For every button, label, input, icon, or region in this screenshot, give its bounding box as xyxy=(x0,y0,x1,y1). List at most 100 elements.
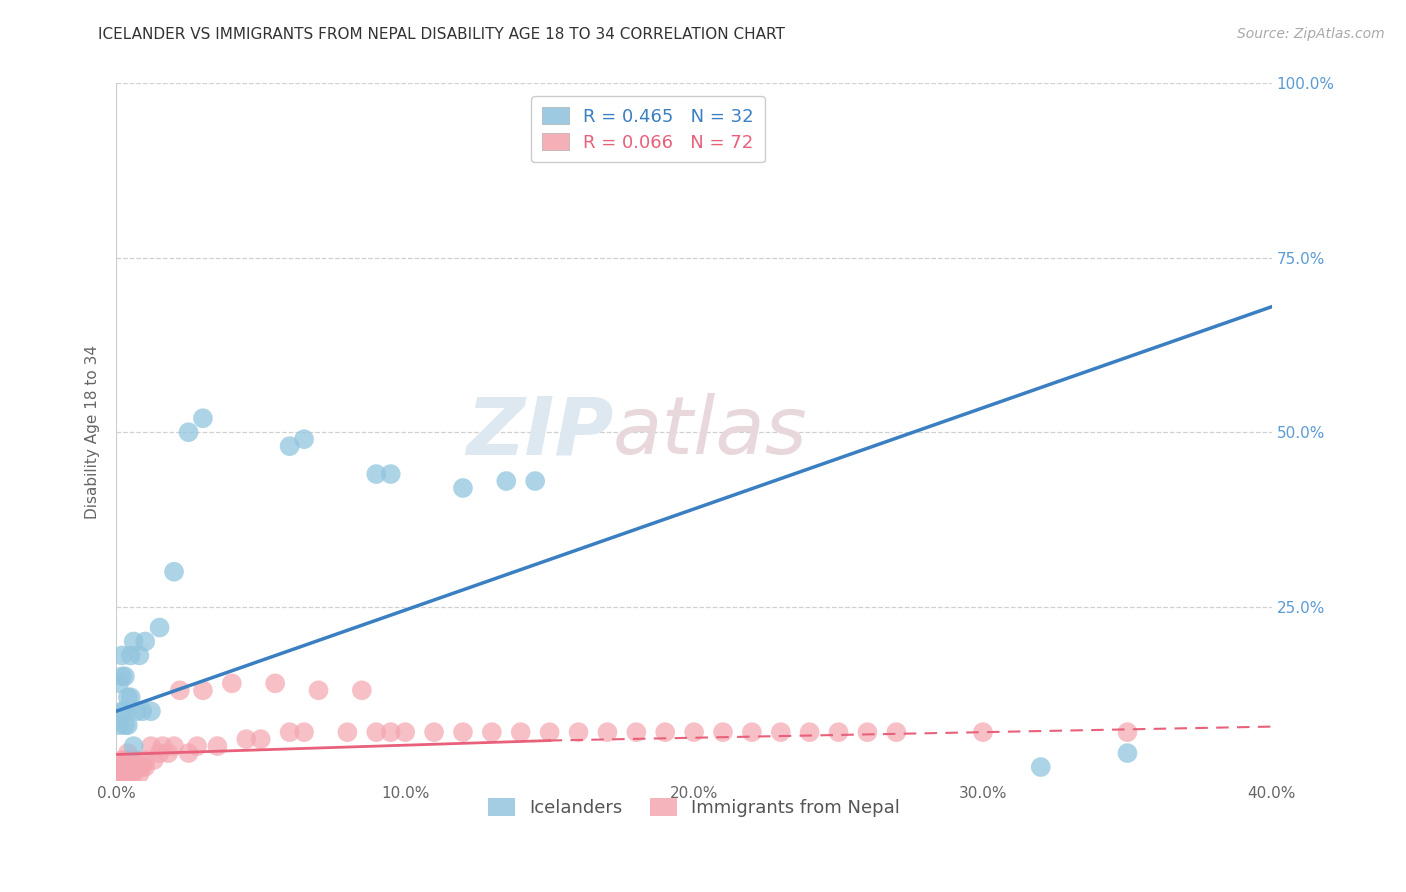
Point xyxy=(120,767,142,781)
Point xyxy=(711,725,734,739)
Point xyxy=(128,648,150,663)
Point xyxy=(856,725,879,739)
Point xyxy=(128,760,150,774)
Point xyxy=(111,669,134,683)
Point xyxy=(1116,725,1139,739)
Point xyxy=(380,725,402,739)
Point xyxy=(278,725,301,739)
Point xyxy=(366,467,388,481)
Point xyxy=(451,725,474,739)
Point xyxy=(134,753,156,767)
Point xyxy=(524,474,547,488)
Point xyxy=(191,411,214,425)
Point xyxy=(308,683,330,698)
Point xyxy=(120,690,142,705)
Point xyxy=(235,732,257,747)
Text: Source: ZipAtlas.com: Source: ZipAtlas.com xyxy=(1237,27,1385,41)
Text: ICELANDER VS IMMIGRANTS FROM NEPAL DISABILITY AGE 18 TO 34 CORRELATION CHART: ICELANDER VS IMMIGRANTS FROM NEPAL DISAB… xyxy=(98,27,786,42)
Point xyxy=(117,746,139,760)
Point xyxy=(292,432,315,446)
Point xyxy=(111,648,134,663)
Point xyxy=(111,753,134,767)
Point xyxy=(131,760,153,774)
Point xyxy=(366,725,388,739)
Point xyxy=(108,767,131,781)
Point xyxy=(114,718,136,732)
Point xyxy=(884,725,907,739)
Point xyxy=(108,760,131,774)
Point xyxy=(177,746,200,760)
Point xyxy=(139,739,162,753)
Point xyxy=(125,753,148,767)
Point xyxy=(120,760,142,774)
Point xyxy=(769,725,792,739)
Point xyxy=(149,746,172,760)
Point xyxy=(264,676,287,690)
Point xyxy=(108,676,131,690)
Point xyxy=(972,725,994,739)
Point xyxy=(134,760,156,774)
Point xyxy=(142,753,165,767)
Point xyxy=(654,725,676,739)
Point xyxy=(114,753,136,767)
Point xyxy=(125,760,148,774)
Point xyxy=(111,704,134,718)
Point xyxy=(108,767,131,781)
Point xyxy=(122,767,145,781)
Point xyxy=(538,725,561,739)
Point xyxy=(117,718,139,732)
Point xyxy=(380,467,402,481)
Point xyxy=(111,767,134,781)
Legend: Icelanders, Immigrants from Nepal: Icelanders, Immigrants from Nepal xyxy=(481,791,907,824)
Point xyxy=(111,760,134,774)
Point xyxy=(111,760,134,774)
Point xyxy=(336,725,359,739)
Point xyxy=(122,634,145,648)
Text: atlas: atlas xyxy=(613,393,808,471)
Point xyxy=(149,621,172,635)
Point xyxy=(221,676,243,690)
Point xyxy=(626,725,648,739)
Point xyxy=(128,767,150,781)
Point xyxy=(108,760,131,774)
Point xyxy=(1116,746,1139,760)
Point xyxy=(481,725,503,739)
Point xyxy=(131,704,153,718)
Point xyxy=(114,760,136,774)
Point xyxy=(827,725,849,739)
Point xyxy=(249,732,271,747)
Point xyxy=(117,767,139,781)
Y-axis label: Disability Age 18 to 34: Disability Age 18 to 34 xyxy=(86,345,100,519)
Point xyxy=(207,739,229,753)
Point xyxy=(567,725,589,739)
Point xyxy=(683,725,706,739)
Point xyxy=(125,704,148,718)
Point xyxy=(350,683,373,698)
Point xyxy=(122,760,145,774)
Point xyxy=(163,739,186,753)
Point xyxy=(114,669,136,683)
Point xyxy=(157,746,180,760)
Point xyxy=(120,648,142,663)
Point xyxy=(799,725,821,739)
Point xyxy=(117,753,139,767)
Point xyxy=(509,725,531,739)
Point xyxy=(139,704,162,718)
Point xyxy=(451,481,474,495)
Point xyxy=(394,725,416,739)
Point xyxy=(169,683,191,698)
Point xyxy=(596,725,619,739)
Point xyxy=(134,634,156,648)
Point xyxy=(114,767,136,781)
Point xyxy=(423,725,446,739)
Point xyxy=(108,718,131,732)
Text: ZIP: ZIP xyxy=(465,393,613,471)
Point xyxy=(122,753,145,767)
Point xyxy=(114,767,136,781)
Point xyxy=(186,739,208,753)
Point xyxy=(177,425,200,440)
Point xyxy=(278,439,301,453)
Point xyxy=(152,739,174,753)
Point xyxy=(1029,760,1052,774)
Point xyxy=(117,690,139,705)
